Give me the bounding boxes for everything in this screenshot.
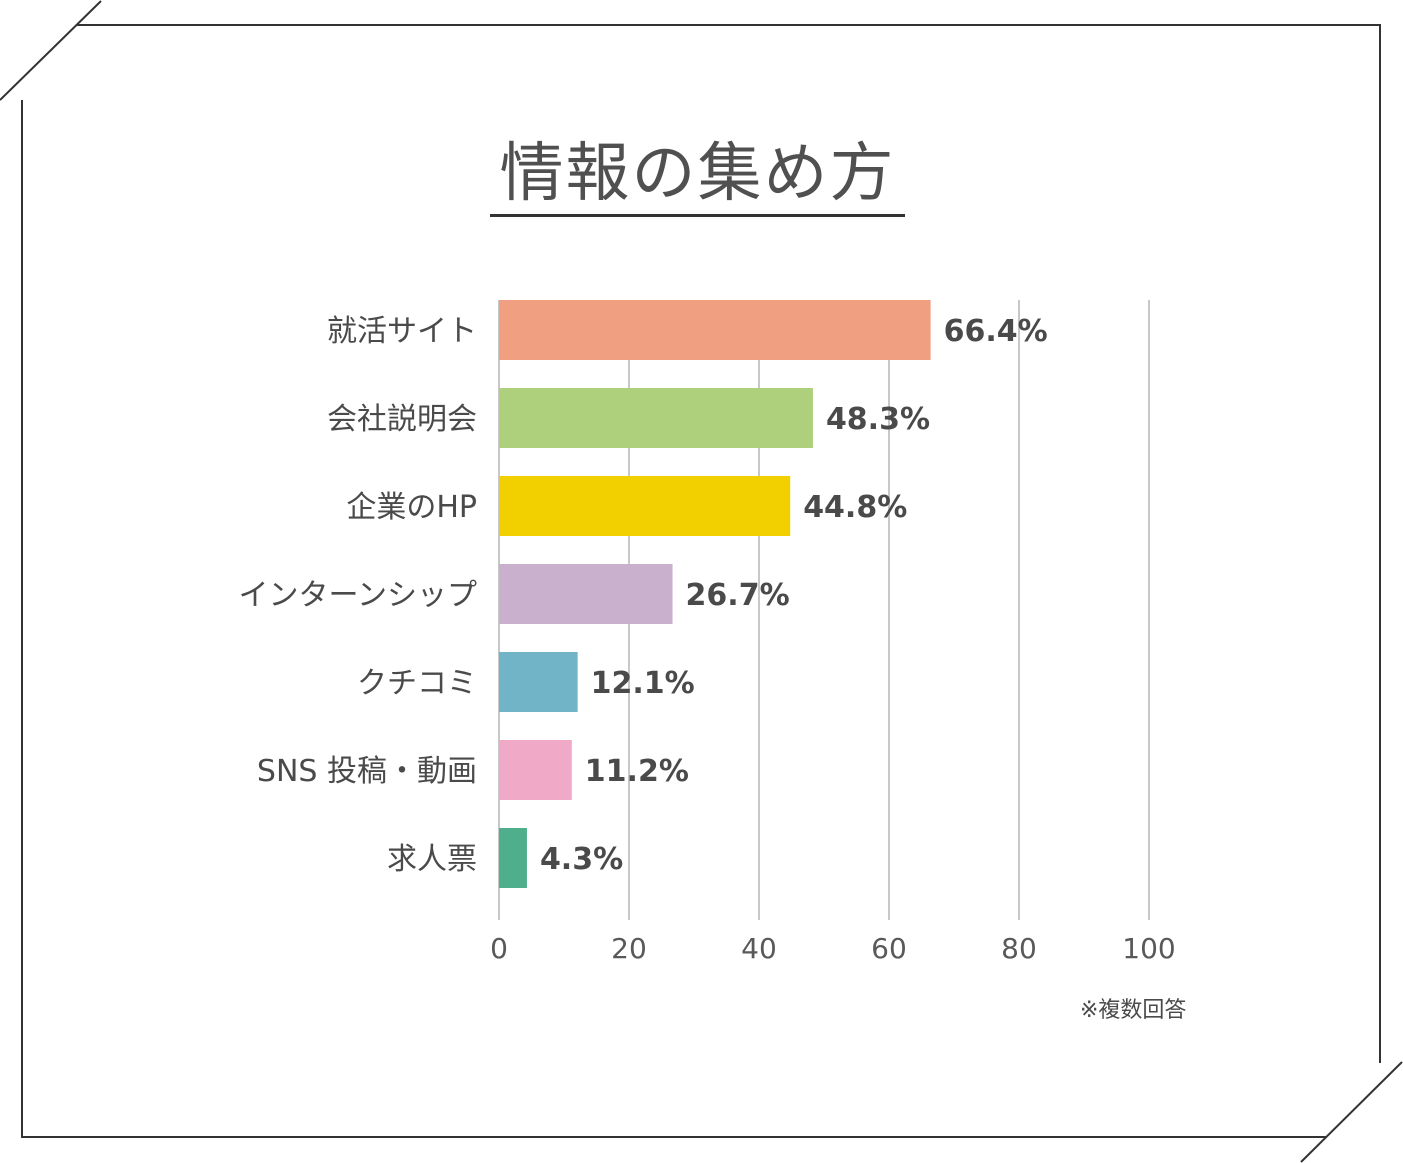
data-label: 66.4% bbox=[944, 314, 1048, 349]
bar bbox=[499, 828, 527, 888]
category-label: 求人票 bbox=[387, 842, 477, 877]
data-label: 48.3% bbox=[826, 402, 930, 437]
x-tick-label: 100 bbox=[1122, 932, 1175, 965]
bar bbox=[499, 652, 578, 712]
x-tick-label: 60 bbox=[871, 932, 907, 965]
bar bbox=[499, 476, 791, 536]
category-label: 就活サイト bbox=[327, 314, 477, 349]
x-tick-label: 40 bbox=[741, 932, 777, 965]
category-label: 企業のHP bbox=[346, 490, 477, 525]
bar bbox=[499, 300, 931, 360]
bar bbox=[499, 740, 572, 800]
chart-title: 情報の集め方 bbox=[499, 137, 896, 211]
data-label: 12.1% bbox=[591, 666, 695, 701]
category-label: SNS 投稿・動画 bbox=[257, 754, 477, 789]
category-label: クチコミ bbox=[357, 666, 477, 701]
footnote: ※複数回答 bbox=[1080, 998, 1187, 1023]
data-label: 11.2% bbox=[585, 754, 689, 789]
category-label: インターンシップ bbox=[239, 578, 478, 613]
bar bbox=[499, 564, 673, 624]
data-label: 4.3% bbox=[540, 842, 623, 877]
category-label: 会社説明会 bbox=[327, 402, 477, 437]
x-tick-label: 80 bbox=[1001, 932, 1037, 965]
bar bbox=[499, 388, 813, 448]
data-label: 26.7% bbox=[686, 578, 790, 613]
data-label: 44.8% bbox=[803, 490, 907, 525]
x-tick-label: 20 bbox=[611, 932, 647, 965]
x-tick-label: 0 bbox=[490, 932, 508, 965]
title-underline bbox=[490, 214, 905, 217]
